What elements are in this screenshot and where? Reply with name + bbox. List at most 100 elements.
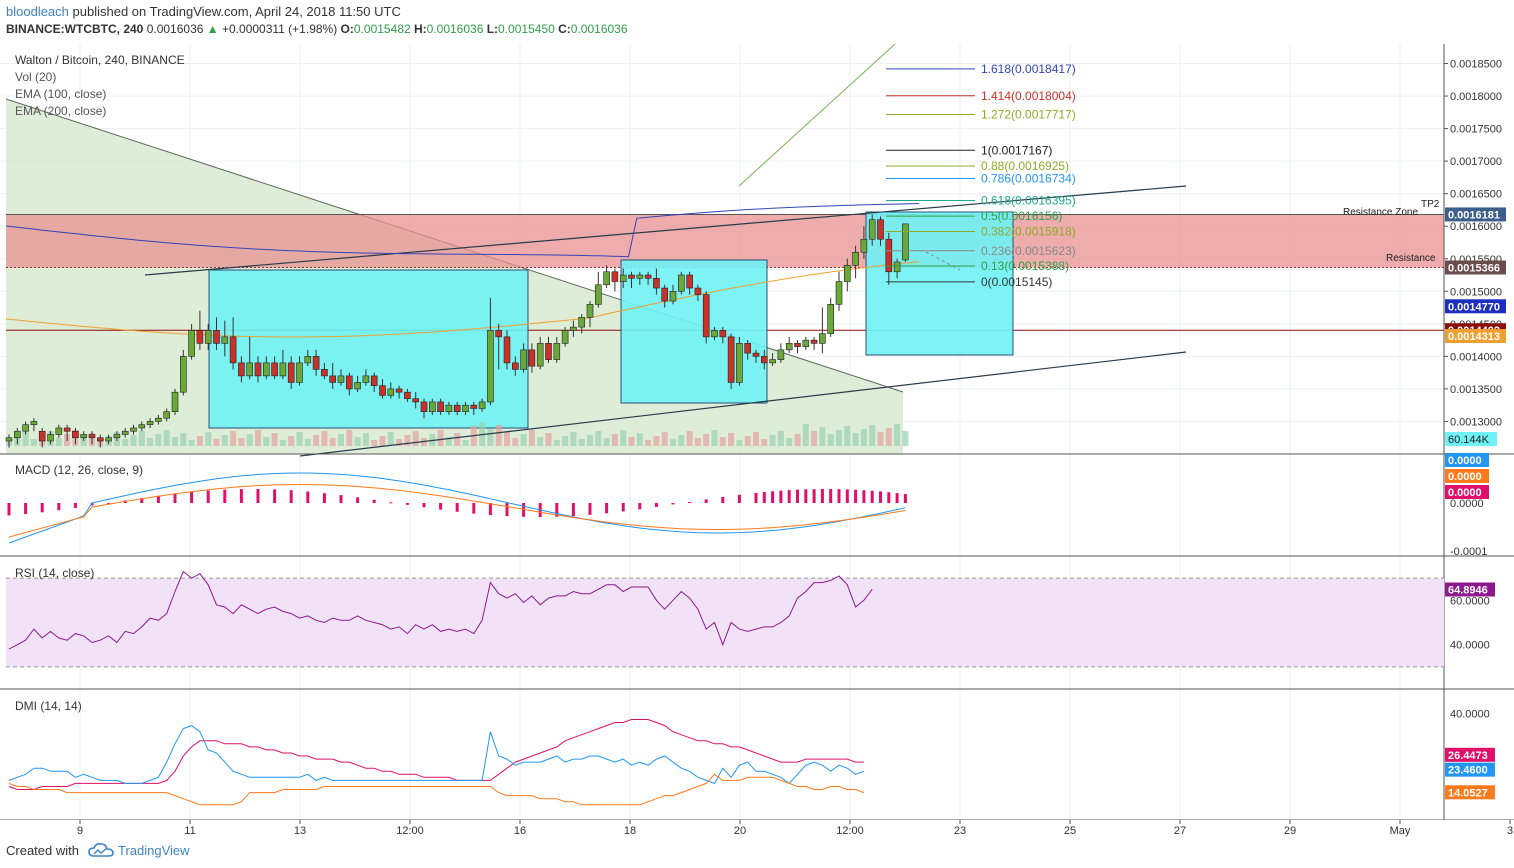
publish-header: bloodleach published on TradingView.com,… <box>0 0 1514 44</box>
volume-bar <box>379 436 386 446</box>
macd-line <box>8 472 906 544</box>
fib-level-label: 0(0.0015145) <box>981 275 1052 289</box>
macd-tick-label: -0.0001 <box>1450 546 1487 558</box>
macd-histogram-bar <box>90 503 94 506</box>
author-link[interactable]: bloodleach <box>6 4 69 19</box>
volume-bar <box>487 429 494 446</box>
macd-histogram-bar <box>654 503 658 507</box>
volume-bar <box>877 432 884 446</box>
price-chart[interactable]: 1.618(0.0018417) 1.414(0.0018004) 1.272(0.… <box>0 44 1514 838</box>
candle-body <box>121 430 129 435</box>
candle-body <box>55 427 63 435</box>
time-tick-label: 13 <box>294 825 306 837</box>
time-tick-label: 11 <box>184 825 195 837</box>
rsi-title: RSI (14, close) <box>15 566 94 580</box>
volume-bar <box>437 430 444 446</box>
candle-body <box>312 356 320 370</box>
candle-body <box>370 375 378 386</box>
volume-bar <box>288 436 295 446</box>
time-axis: 9 11 13 12:00 16 18 20 12:00 23 25 27 29 May 3 <box>0 820 1514 838</box>
volume-bar <box>462 440 469 446</box>
adx-line <box>8 719 864 790</box>
macd-tag <box>1445 485 1489 499</box>
macd-tick-label: 0.0000 <box>1450 498 1484 510</box>
candle-body <box>420 401 428 412</box>
candle-body <box>843 264 851 282</box>
volume-bar <box>321 431 328 446</box>
resistance-label: Resistance <box>1386 253 1436 264</box>
minus-di-line <box>8 773 865 806</box>
candle-body <box>520 349 527 370</box>
candle-body <box>22 424 29 432</box>
candle-body <box>661 287 669 302</box>
candle-body <box>304 356 312 364</box>
signal-line <box>8 484 906 538</box>
time-tick-label: 25 <box>1064 825 1076 837</box>
up-arrow-icon: ▲ <box>206 22 219 36</box>
volume-bar <box>412 431 419 446</box>
dmi-tag <box>1445 785 1495 800</box>
volume-bar <box>670 439 676 446</box>
volume-bar <box>454 433 461 446</box>
publish-info: bloodleach published on TradingView.com,… <box>6 4 401 19</box>
macd-histogram-bar <box>671 503 675 505</box>
candle-body <box>221 336 229 344</box>
candle-body <box>719 330 727 338</box>
volume-bar <box>653 436 660 446</box>
candle-body <box>594 284 602 305</box>
rsi-tick-label: 40.0000 <box>1450 640 1490 652</box>
macd-histogram-bar <box>779 490 783 503</box>
macd-histogram-bar <box>422 503 426 508</box>
candle-body <box>138 424 146 429</box>
macd-histogram-bar <box>306 491 310 503</box>
candle-body <box>835 281 843 305</box>
volume-bar <box>238 438 245 446</box>
macd-histogram-bar <box>638 503 642 510</box>
candle-body <box>238 362 245 377</box>
consolidation-box <box>620 259 768 404</box>
macd-histogram-bar <box>339 495 343 503</box>
macd-histogram-bar <box>605 503 609 514</box>
candle-body <box>653 277 660 289</box>
volume-bar <box>570 432 577 446</box>
candle-body <box>38 430 46 442</box>
macd-histogram-bar <box>762 492 766 503</box>
rsi-tick-label: 60.0000 <box>1450 595 1490 607</box>
candle-body <box>337 375 345 383</box>
volume-bar <box>678 435 685 446</box>
candle-body <box>155 417 162 422</box>
rsi-tag-label: 64.8946 <box>1448 584 1488 596</box>
volume-bar <box>479 422 486 446</box>
macd-tag-label: 0.0000 <box>1448 471 1482 483</box>
macd-histogram-bar <box>837 489 841 503</box>
macd-histogram-bar <box>73 503 77 508</box>
macd-histogram-bar <box>688 501 692 503</box>
candle-body <box>760 356 768 364</box>
candle-body <box>146 421 154 426</box>
price-tag-label: 0.0016181 <box>1448 209 1500 221</box>
volume-bar <box>138 431 145 446</box>
candle-body <box>271 362 278 377</box>
candle-body <box>727 336 735 383</box>
candle-body <box>611 271 619 282</box>
volume-bar <box>860 429 867 446</box>
volume-bar <box>753 432 759 446</box>
main-pane: 1.618(0.0018417) 1.414(0.0018004) 1.272(0.… <box>0 44 1514 821</box>
macd-title: MACD (12, 26, close, 9) <box>15 463 143 477</box>
volume-bar <box>271 433 278 446</box>
candle-body <box>188 330 195 357</box>
candle-body <box>296 362 303 383</box>
candle-body <box>553 343 561 360</box>
volume-bar <box>645 440 652 446</box>
time-tick-label: 23 <box>954 825 966 837</box>
volume-bar <box>595 431 602 446</box>
macd-histogram-bar <box>24 503 28 515</box>
candle-body <box>503 336 511 364</box>
fib-level-label: 0.5(0.0016156) <box>981 209 1062 223</box>
candle-body <box>105 437 112 442</box>
volume-bar <box>338 434 344 446</box>
candle-body <box>868 219 876 240</box>
tradingview-brand[interactable]: TradingView <box>118 843 190 858</box>
candle-body <box>354 382 361 390</box>
